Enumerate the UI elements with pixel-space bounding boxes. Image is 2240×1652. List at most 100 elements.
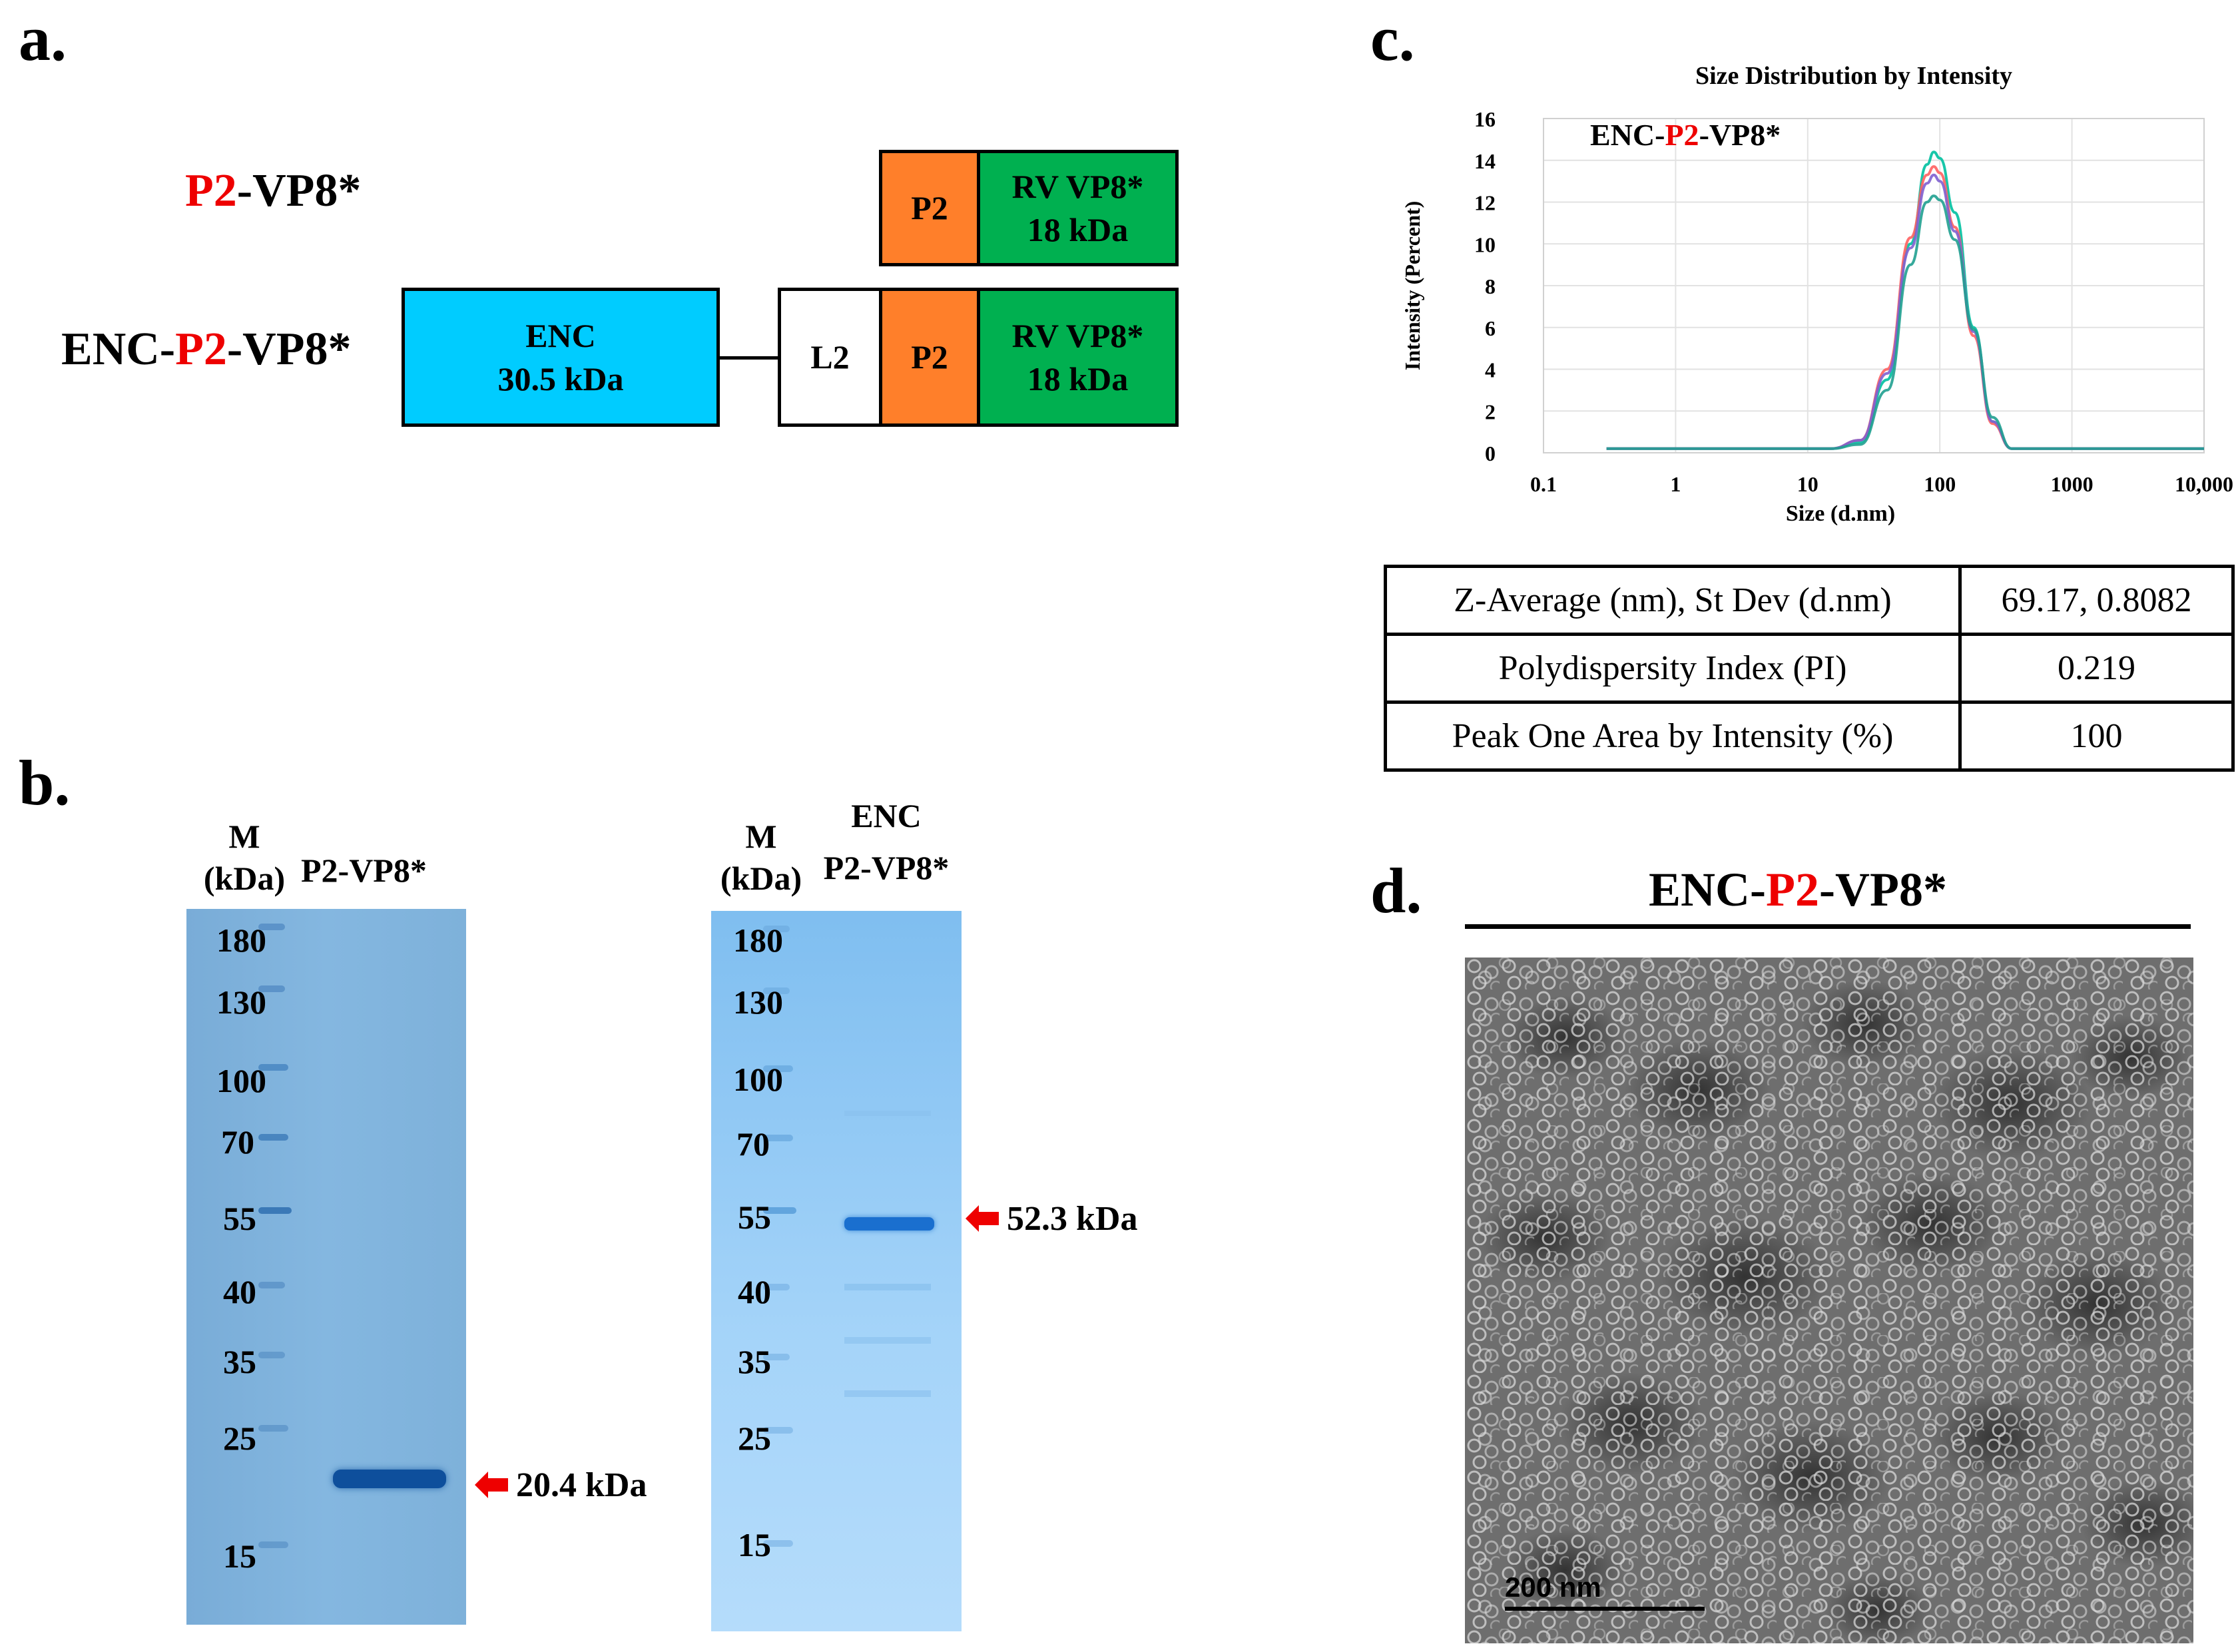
x-axis-label: Size (d.nm) (1786, 501, 1895, 526)
domain-box-label-line1: ENC (525, 316, 596, 354)
gel1-arrow-icon (475, 1472, 508, 1498)
x-tick-label: 0.1 (1530, 472, 1557, 496)
gel1-ladder-label: 25 (223, 1420, 256, 1457)
table-cell-value: 0.219 (1958, 633, 2235, 704)
gel2-ladder-label: 70 (736, 1125, 770, 1163)
scale-bar: 200 nm (1505, 1571, 1705, 1611)
gel1-ladder-label: 55 (223, 1200, 256, 1237)
gel2-ladder-tick (763, 1284, 790, 1290)
x-tick-label: 1 (1670, 472, 1681, 496)
gel1-image (186, 909, 466, 1625)
dls-chart: Size Distribution by Intensity 0 2 4 6 8 10 12 1… (1400, 62, 2233, 526)
gel1-ladder-label: 130 (216, 983, 266, 1021)
domain-box-label-line1: RV VP8* (1011, 316, 1144, 354)
tem-title: ENC-P2-VP8* (1465, 866, 2131, 914)
gel2-faint-band (844, 1390, 931, 1397)
y-axis-label: Intensity (Percent) (1400, 201, 1424, 370)
tem-micrograph: 200 nm (1465, 958, 2193, 1643)
domain-box-l2: L2 (778, 288, 882, 427)
domain-box-p2-row2: P2 (879, 288, 980, 427)
gel1-protein-band (333, 1470, 446, 1488)
gel2-ladder-label: 15 (738, 1526, 771, 1563)
gel2-lane-label-p2-vp8: P2-VP8* (823, 848, 950, 886)
gel1-ladder-label: 180 (216, 922, 266, 959)
gel2-arrow-icon (966, 1205, 999, 1232)
y-tick-label: 10 (1474, 232, 1496, 256)
panel-c-label: c. (1370, 3, 1415, 74)
y-tick-label: 6 (1485, 316, 1496, 340)
series-line-run2 (1606, 165, 2204, 450)
panel-b-label: b. (19, 747, 71, 818)
panel-d-label: d. (1370, 855, 1422, 926)
domain-box-rv-vp8-row1: RV VP8* 18 kDa (977, 150, 1179, 266)
gel1-lane-label: P2-VP8* (301, 852, 427, 889)
gel1-ladder-tick (258, 924, 285, 930)
series-line-run3 (1606, 173, 2204, 450)
legend-text-part: P2 (1665, 118, 1699, 152)
gel1-ladder-tick (258, 1352, 285, 1358)
y-tick-label: 4 (1485, 358, 1496, 382)
gel1-ladder-label: 100 (216, 1062, 266, 1099)
x-tick-label: 100 (1924, 472, 1956, 496)
domain-box-rv-vp8-row2: RV VP8* 18 kDa (977, 288, 1179, 427)
gel1-marker-label-m: M (228, 818, 260, 855)
gel2-image (711, 911, 962, 1631)
gel1-ladder-tick (258, 1282, 285, 1288)
table-cell-value: 69.17, 0.8082 (1958, 565, 2235, 636)
gel1-ladder-label: 40 (223, 1273, 256, 1310)
gel2-ladder-tick (763, 1135, 793, 1141)
gel2-ladder-label: 100 (733, 1061, 783, 1098)
table-cell-label: Peak One Area by Intensity (%) (1384, 700, 1962, 772)
gel2-ladder-tick (763, 987, 790, 994)
gel2-protein-band (844, 1217, 934, 1231)
gel1-ladder-label: 15 (223, 1537, 256, 1575)
series-line-run1 (1606, 150, 2204, 450)
table-cell-label: Polydispersity Index (PI) (1384, 633, 1962, 704)
tem-title-p2: P2 (1766, 863, 1820, 916)
gel1-ladder-tick (258, 1064, 288, 1071)
gel2-ladder-label: 25 (738, 1420, 771, 1457)
gel2-ladder-tick (763, 1065, 793, 1072)
gel2-marker-label-kda: (kDa) (720, 859, 802, 897)
gel1-ladder-tick (258, 1541, 288, 1548)
tem-title-rest: -VP8* (1819, 863, 1947, 916)
domain-box-label: L2 (810, 338, 850, 376)
gel2-ladder-tick (763, 1354, 790, 1360)
construct-name-enc: ENC- (61, 324, 176, 375)
gel2-ladder-tick (763, 1427, 793, 1434)
gel1-band-label: 20.4 kDa (516, 1466, 647, 1504)
x-tick-label: 1000 (2051, 472, 2094, 496)
gel2-faint-band (844, 1111, 931, 1116)
gel2-marker-label-m: M (745, 818, 777, 855)
gel1-ladder-tick (258, 1134, 288, 1141)
gel2-ladder-tick (763, 1207, 796, 1214)
tem-title-enc: ENC- (1649, 863, 1767, 916)
y-tick-label: 8 (1485, 274, 1496, 298)
gel1-marker-header: M (kDa) (194, 816, 294, 899)
domain-box-label: P2 (911, 338, 948, 376)
gel2-ladder-label: 55 (738, 1199, 771, 1236)
legend-text-part: ENC- (1590, 118, 1665, 152)
scale-bar-label: 200 nm (1505, 1571, 1601, 1603)
gel2-band-label: 52.3 kDa (1007, 1200, 1138, 1238)
chart-legend-text: ENC-P2-VP8* (1590, 118, 1781, 152)
dls-summary-table: Z-Average (nm), St Dev (d.nm) 69.17, 0.8… (1384, 565, 2235, 772)
plot-frame (1543, 118, 2205, 453)
domain-box-label-line2: 30.5 kDa (497, 360, 624, 398)
y-tick-label: 16 (1474, 107, 1496, 131)
domain-box-label: P2 (911, 189, 948, 226)
gel2-ladder-label: 40 (738, 1273, 771, 1310)
construct-name-p2-vp8: P2-VP8* (185, 168, 361, 214)
gel1-ladder-tick (258, 1425, 288, 1432)
gel2-lane-header: ENC P2-VP8* (814, 790, 959, 894)
table-row: Polydispersity Index (PI) 0.219 (1384, 633, 2235, 704)
gel2-lane-label-enc: ENC (851, 797, 922, 834)
gel2-ladder-tick (763, 926, 790, 932)
gel1-ladder-tick (258, 985, 285, 992)
gel2-marker-header: M (kDa) (711, 816, 811, 899)
gel2-ladder-tick (763, 1540, 793, 1547)
panel-a-label: a. (19, 3, 67, 74)
y-tick-label: 14 (1474, 149, 1496, 173)
series-line-run4 (1606, 194, 2204, 450)
construct-name-rest: -VP8* (226, 324, 352, 375)
